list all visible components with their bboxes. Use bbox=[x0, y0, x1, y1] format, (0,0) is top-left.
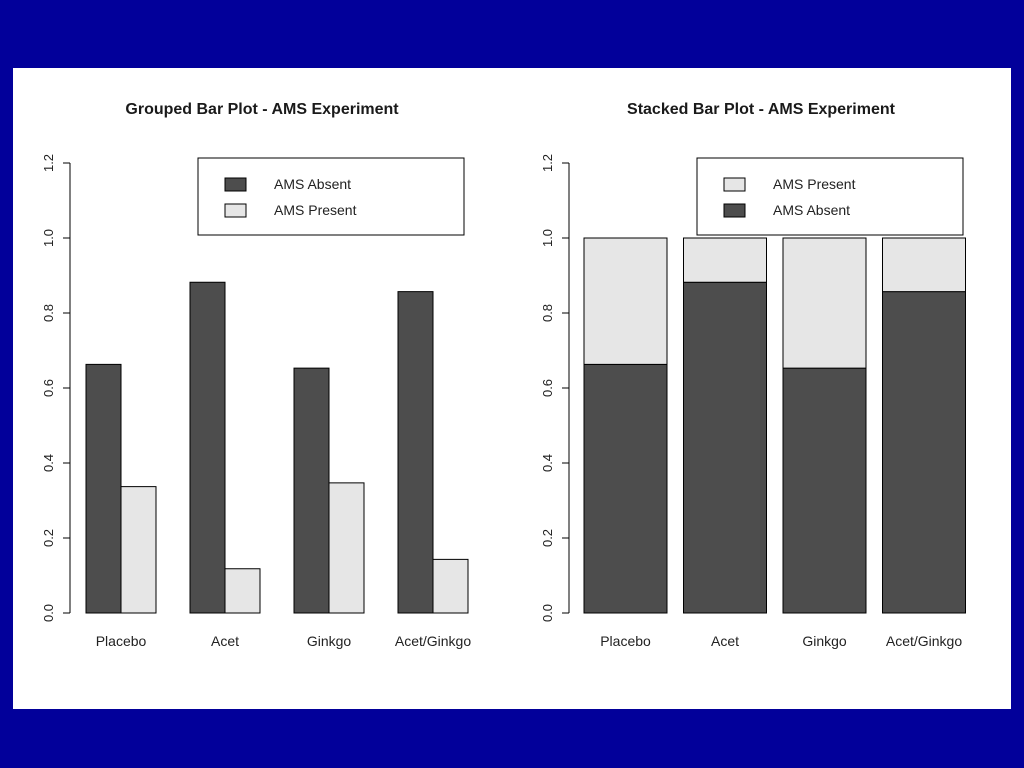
bar-ams-absent-acet-ginkgo bbox=[882, 291, 966, 614]
bar-ams-absent-acet bbox=[683, 281, 767, 614]
legend-label-ams-absent: AMS Absent bbox=[274, 176, 351, 192]
legend-swatch-ams-present bbox=[224, 203, 247, 218]
category-label-acet-ginkgo: Acet/Ginkgo bbox=[886, 633, 962, 649]
legend-swatch-ams-present bbox=[723, 177, 746, 192]
y-tick-label: 0.8 bbox=[41, 304, 56, 322]
bar-ams-present-acet bbox=[224, 568, 261, 614]
chart-panel: Grouped Bar Plot - AMS Experiment 0.0 0.2 0… bbox=[13, 68, 1011, 709]
legend-box bbox=[696, 157, 964, 236]
y-tick-label: 0.8 bbox=[540, 304, 555, 322]
legend-swatch-ams-absent bbox=[723, 203, 746, 218]
bar-ams-absent-acet bbox=[189, 281, 226, 614]
bar-ams-present-ginkgo bbox=[328, 482, 365, 614]
legend-label-ams-absent: AMS Absent bbox=[773, 202, 850, 218]
category-label-ginkgo: Ginkgo bbox=[802, 633, 847, 649]
y-tick-label: 0.0 bbox=[540, 604, 555, 622]
y-tick-label: 0.4 bbox=[41, 454, 56, 472]
bar-ams-absent-placebo bbox=[85, 363, 122, 614]
bar-ams-present-acet bbox=[683, 237, 767, 283]
bar-ams-present-acet-ginkgo bbox=[432, 558, 469, 614]
bar-ams-present-ginkgo bbox=[782, 237, 867, 369]
grouped-bar-chart: Grouped Bar Plot - AMS Experiment 0.0 0.2 0… bbox=[41, 101, 471, 649]
y-tick-label: 1.0 bbox=[41, 229, 56, 247]
legend-label-ams-present: AMS Present bbox=[274, 202, 357, 218]
category-label-acet: Acet bbox=[211, 633, 239, 649]
category-label-placebo: Placebo bbox=[96, 633, 147, 649]
chart-title: Grouped Bar Plot - AMS Experiment bbox=[125, 101, 399, 118]
category-label-acet: Acet bbox=[711, 633, 739, 649]
bar-ams-present-placebo bbox=[583, 237, 668, 365]
y-tick-label: 1.2 bbox=[540, 154, 555, 172]
legend-swatch-ams-absent bbox=[224, 177, 247, 192]
stacked-bar-chart: Stacked Bar Plot - AMS Experiment 0.0 0.2 0… bbox=[540, 101, 966, 649]
bar-ams-present-placebo bbox=[120, 486, 157, 614]
bar-ams-absent-ginkgo bbox=[293, 367, 330, 614]
chart-title: Stacked Bar Plot - AMS Experiment bbox=[627, 101, 896, 118]
y-tick-label: 1.0 bbox=[540, 229, 555, 247]
bar-ams-absent-placebo bbox=[583, 363, 668, 614]
category-label-acet-ginkgo: Acet/Ginkgo bbox=[395, 633, 471, 649]
y-tick-label: 0.2 bbox=[41, 529, 56, 547]
legend-label-ams-present: AMS Present bbox=[773, 176, 856, 192]
y-tick-label: 0.0 bbox=[41, 604, 56, 622]
bar-ams-present-acet-ginkgo bbox=[882, 237, 966, 293]
legend-box bbox=[197, 157, 465, 236]
bar-ams-absent-acet-ginkgo bbox=[397, 291, 434, 614]
y-tick-label: 0.2 bbox=[540, 529, 555, 547]
category-label-ginkgo: Ginkgo bbox=[307, 633, 352, 649]
y-tick-label: 0.6 bbox=[41, 379, 56, 397]
y-tick-label: 1.2 bbox=[41, 154, 56, 172]
category-label-placebo: Placebo bbox=[600, 633, 651, 649]
bar-ams-absent-ginkgo bbox=[782, 367, 867, 614]
y-tick-label: 0.6 bbox=[540, 379, 555, 397]
y-tick-label: 0.4 bbox=[540, 454, 555, 472]
